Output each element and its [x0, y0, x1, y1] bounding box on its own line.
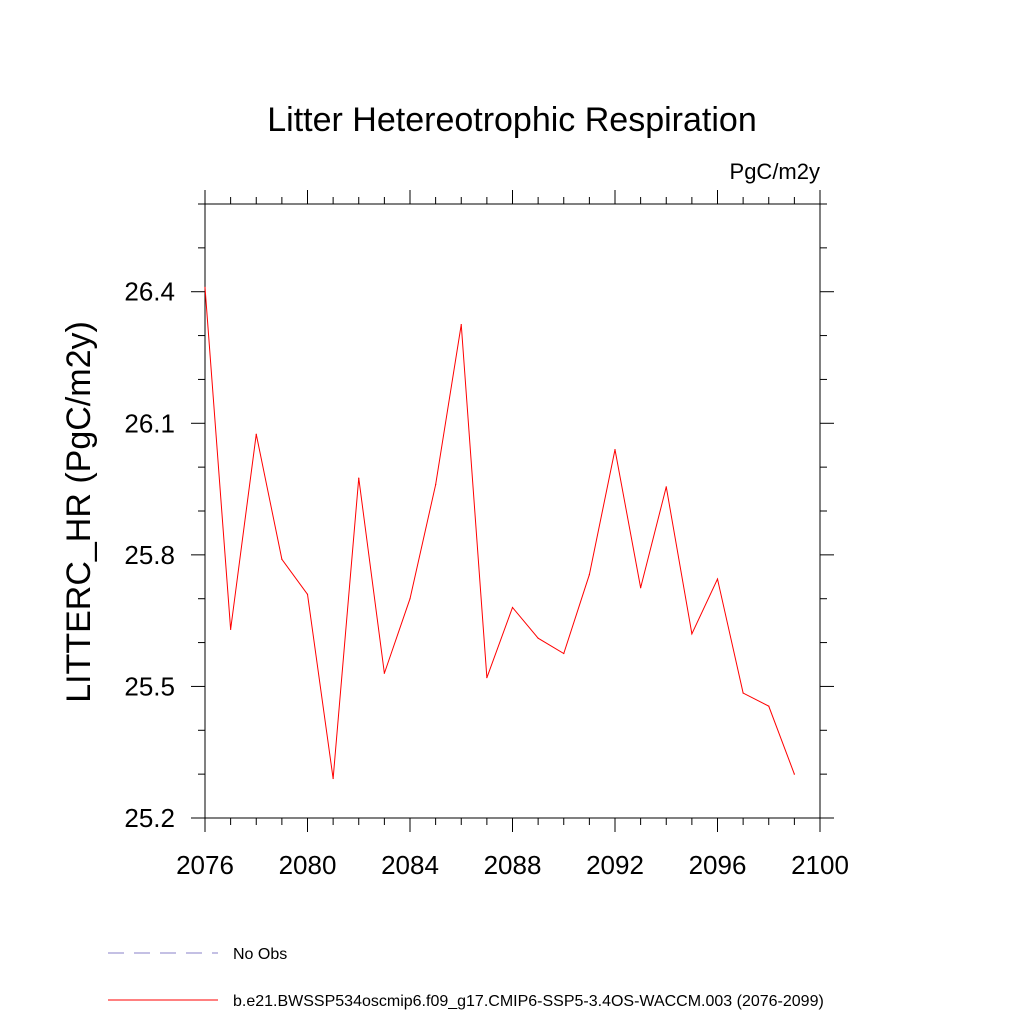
series-layer: [204, 286, 795, 780]
x-tick-label: 2076: [176, 850, 234, 880]
data-point: [306, 593, 309, 595]
data-point: [665, 486, 667, 488]
data-point: [409, 598, 411, 600]
data-point: [640, 587, 642, 589]
data-point: [332, 777, 334, 780]
data-point: [435, 484, 437, 486]
data-point: [486, 677, 488, 679]
y-tick-labels: 25.2 25.5 25.8 26.1 26.4: [124, 277, 175, 833]
legend-label-model-run: b.e21.BWSSP534oscmip6.f09_g17.CMIP6-SSP5…: [233, 993, 824, 1010]
y-tick-label: 25.5: [124, 671, 175, 701]
x-tick-label: 2092: [586, 850, 644, 880]
data-point: [768, 705, 770, 707]
legend: No Obs b.e21.BWSSP534oscmip6.f09_g17.CMI…: [108, 946, 824, 1010]
data-point: [511, 606, 514, 609]
axis-ticks: [191, 190, 834, 832]
x-tick-label: 2084: [381, 850, 439, 880]
y-tick-label: 25.2: [124, 803, 175, 833]
chart-title: Litter Hetereotrophic Respiration: [267, 101, 756, 139]
data-point: [793, 773, 795, 775]
x-tick-labels: 2076 2080 2084 2088 2092 2096 2100: [176, 850, 849, 880]
data-point: [255, 433, 257, 435]
y-axis-label: LITTERC_HR (PgC/m2y): [60, 321, 98, 703]
series-line: [204, 287, 795, 779]
data-point: [281, 558, 283, 560]
data-point: [204, 286, 206, 288]
data-point: [588, 573, 590, 576]
units-label: PgC/m2y: [730, 159, 820, 184]
x-tick-label: 2080: [279, 850, 337, 880]
y-tick-label: 26.1: [124, 408, 175, 438]
x-tick-label: 2100: [791, 850, 849, 880]
data-point: [383, 672, 385, 674]
data-point: [563, 652, 565, 655]
data-point: [716, 578, 719, 580]
legend-label-no-obs: No Obs: [233, 946, 287, 963]
data-point: [614, 449, 616, 451]
x-tick-label: 2088: [484, 850, 542, 880]
y-tick-label: 25.8: [124, 540, 175, 570]
data-point: [230, 628, 232, 631]
data-point: [358, 477, 360, 479]
plot-frame: [204, 203, 821, 819]
data-point: [691, 633, 693, 635]
y-tick-label: 26.4: [124, 277, 175, 307]
data-point: [742, 692, 744, 694]
x-tick-label: 2096: [689, 850, 747, 880]
data-point: [460, 324, 462, 326]
data-point: [537, 637, 539, 639]
